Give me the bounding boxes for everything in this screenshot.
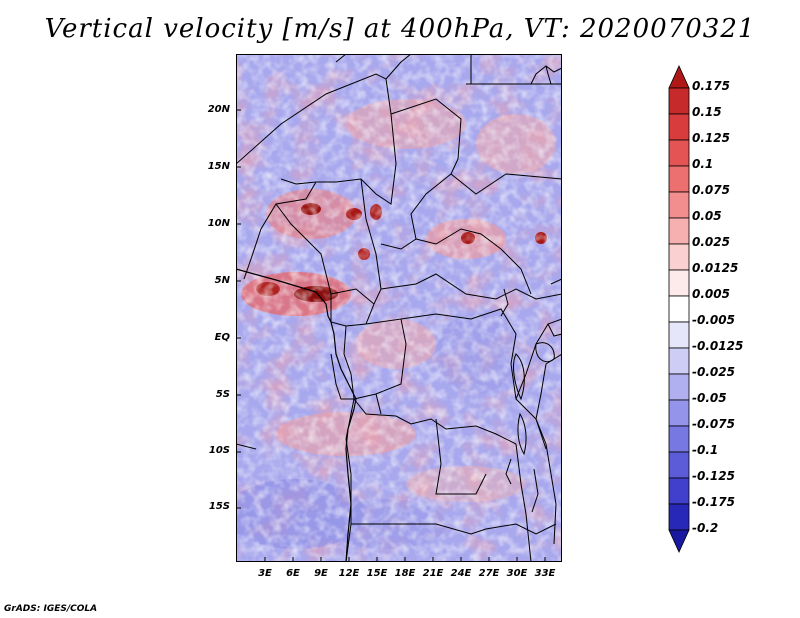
colorbar-swatch xyxy=(668,269,690,297)
colorbar-label: -0.0125 xyxy=(692,339,744,353)
colorbar-swatch xyxy=(668,243,690,271)
colorbar-swatch xyxy=(668,191,690,219)
colorbar-label: 0.175 xyxy=(692,79,730,93)
colorbar-swatch xyxy=(668,425,690,453)
chart-title: Vertical velocity [m/s] at 400hPa, VT: 2… xyxy=(44,14,756,44)
colorbar-swatch xyxy=(668,65,690,89)
colorbar-label: 0.125 xyxy=(692,131,730,145)
colorbar-label: -0.025 xyxy=(692,365,735,379)
colorbar-label: -0.005 xyxy=(692,313,735,327)
colorbar-label: 0.1 xyxy=(692,157,714,171)
x-tick-label: 12E xyxy=(338,568,360,579)
colorbar-label: -0.125 xyxy=(692,469,735,483)
y-tick-label: 15S xyxy=(208,501,230,512)
colorbar-swatch xyxy=(668,373,690,401)
y-axis-ticks xyxy=(236,109,241,509)
y-tick-label: 5S xyxy=(215,389,230,400)
x-tick-label: 24E xyxy=(450,568,472,579)
colorbar-label: -0.2 xyxy=(692,521,719,535)
lakes xyxy=(500,65,555,513)
colorbar-label: -0.175 xyxy=(692,495,735,509)
country-borders xyxy=(236,54,562,562)
colorbar-label: -0.1 xyxy=(692,443,719,457)
colorbar-label: 0.0125 xyxy=(692,261,739,275)
x-tick-label: 9E xyxy=(314,568,328,579)
x-tick-label: 6E xyxy=(286,568,300,579)
y-tick-label: EQ xyxy=(214,332,230,343)
colorbar xyxy=(668,65,690,553)
colorbar-swatch xyxy=(668,113,690,141)
colorbar-swatch xyxy=(668,399,690,427)
colorbar-label: 0.05 xyxy=(692,209,722,223)
colorbar-swatch xyxy=(668,347,690,375)
y-tick-label: 15N xyxy=(207,161,230,172)
x-tick-label: 3E xyxy=(258,568,272,579)
colorbar-swatch xyxy=(668,529,690,553)
colorbar-label: 0.15 xyxy=(692,105,722,119)
colorbar-swatch xyxy=(668,139,690,167)
y-tick-label: 5N xyxy=(214,275,230,286)
map-frame xyxy=(236,54,562,562)
vertical-velocity-map xyxy=(236,54,562,562)
x-tick-label: 18E xyxy=(394,568,416,579)
coastline xyxy=(236,268,357,562)
colorbar-swatch xyxy=(668,477,690,505)
colorbar-swatch xyxy=(668,217,690,245)
colorbar-swatch xyxy=(668,87,690,115)
y-tick-label: 10S xyxy=(208,445,230,456)
y-tick-label: 20N xyxy=(207,104,230,115)
y-tick-label: 10N xyxy=(207,218,230,229)
colorbar-swatch xyxy=(668,451,690,479)
colorbar-swatch xyxy=(668,165,690,193)
footer-credit: GrADS: IGES/COLA xyxy=(4,604,98,614)
x-tick-label: 27E xyxy=(478,568,500,579)
colorbar-label: 0.075 xyxy=(692,183,730,197)
x-tick-label: 15E xyxy=(366,568,388,579)
colorbar-swatch xyxy=(668,503,690,531)
x-tick-label: 33E xyxy=(534,568,556,579)
colorbar-label: -0.075 xyxy=(692,417,735,431)
colorbar-swatch xyxy=(668,321,690,349)
colorbar-label: 0.025 xyxy=(692,235,730,249)
colorbar-label: -0.05 xyxy=(692,391,727,405)
colorbar-swatch xyxy=(668,295,690,323)
x-axis-ticks xyxy=(264,557,546,562)
x-tick-label: 21E xyxy=(422,568,444,579)
map-svg xyxy=(236,54,562,562)
colorbar-label: 0.005 xyxy=(692,287,730,301)
x-tick-label: 30E xyxy=(506,568,528,579)
